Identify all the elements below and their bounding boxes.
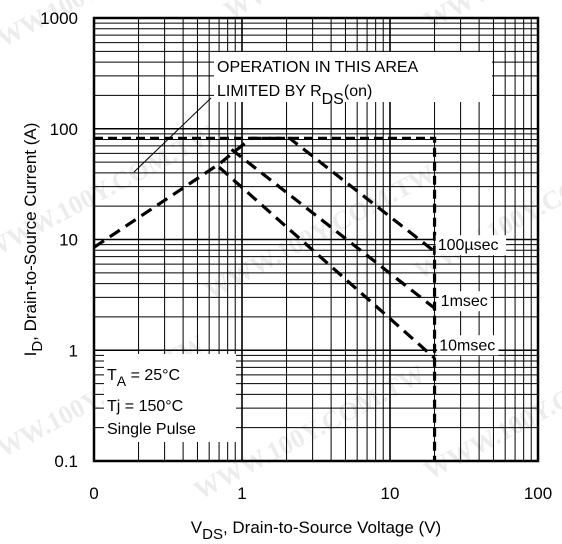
rds-label-subscript: DS	[322, 91, 344, 108]
x-tick-label: 10	[381, 484, 400, 503]
y-axis-title-rest: , Drain-to-Source Current (A)	[21, 123, 40, 341]
series-labels: 100µsec 1msec 10msec	[435, 235, 507, 356]
series-line-1msec	[230, 148, 436, 310]
y-tick-label: 10	[59, 231, 78, 250]
tick-labels: 0 1 10 100 0.1 1 10 100 1000	[40, 9, 552, 503]
x-axis-title-subscript: DS	[202, 526, 223, 543]
ta-label: TA = 25°C	[107, 367, 180, 389]
rds-leader-line	[133, 97, 212, 173]
x-tick-label: 0	[89, 484, 98, 503]
ta-subscript: A	[117, 373, 127, 389]
rds-label-rest: (on)	[344, 83, 372, 100]
annotation-rds-limit: OPERATION IN THIS AREA LIMITED BY RDS(on…	[133, 52, 492, 173]
y-axis-title-subscript: D	[29, 341, 46, 352]
rds-label-line2: LIMITED BY RDS(on)	[217, 83, 372, 108]
x-tick-label: 1	[237, 484, 246, 503]
rds-label-main: LIMITED BY R	[217, 83, 322, 100]
series-label: 1msec	[441, 293, 488, 310]
y-tick-label: 1	[69, 341, 78, 360]
rds-label-background	[214, 52, 492, 102]
series-label: 10msec	[439, 337, 495, 354]
annotation-conditions: TA = 25°C Tj = 150°C Single Pulse	[104, 354, 236, 442]
plot-frame	[92, 16, 540, 463]
x-axis-title-main: V	[191, 518, 203, 537]
y-tick-label: 100	[50, 120, 78, 139]
series-line-limit	[94, 136, 437, 461]
y-tick-label: 0.1	[54, 452, 78, 471]
series-label-background	[435, 235, 507, 256]
x-axis-title-rest: , Drain-to-Source Voltage (V)	[223, 518, 441, 537]
series-layer	[93, 136, 437, 461]
series-label-background	[437, 335, 499, 356]
single-pulse-label: Single Pulse	[107, 421, 196, 438]
x-tick-label: 100	[524, 484, 552, 503]
y-axis-title-main: I	[21, 352, 40, 357]
ta-rest: = 25°C	[126, 367, 180, 384]
ta-main: T	[107, 367, 117, 384]
conditions-background	[104, 354, 236, 442]
y-tick-label: 1000	[40, 9, 78, 28]
rds-label-line1: OPERATION IN THIS AREA	[217, 59, 419, 76]
watermark-text: WWW.100Y.COM.TW	[0, 0, 210, 65]
tj-label: Tj = 150°C	[107, 398, 183, 415]
series-label: 100µsec	[438, 237, 499, 254]
series-line-10msec	[218, 165, 436, 360]
x-axis-title: VDS, Drain-to-Source Voltage (V)	[191, 518, 441, 543]
series-label-background	[438, 291, 491, 312]
y-axis-title: ID, Drain-to-Source Current (A)	[21, 123, 46, 357]
